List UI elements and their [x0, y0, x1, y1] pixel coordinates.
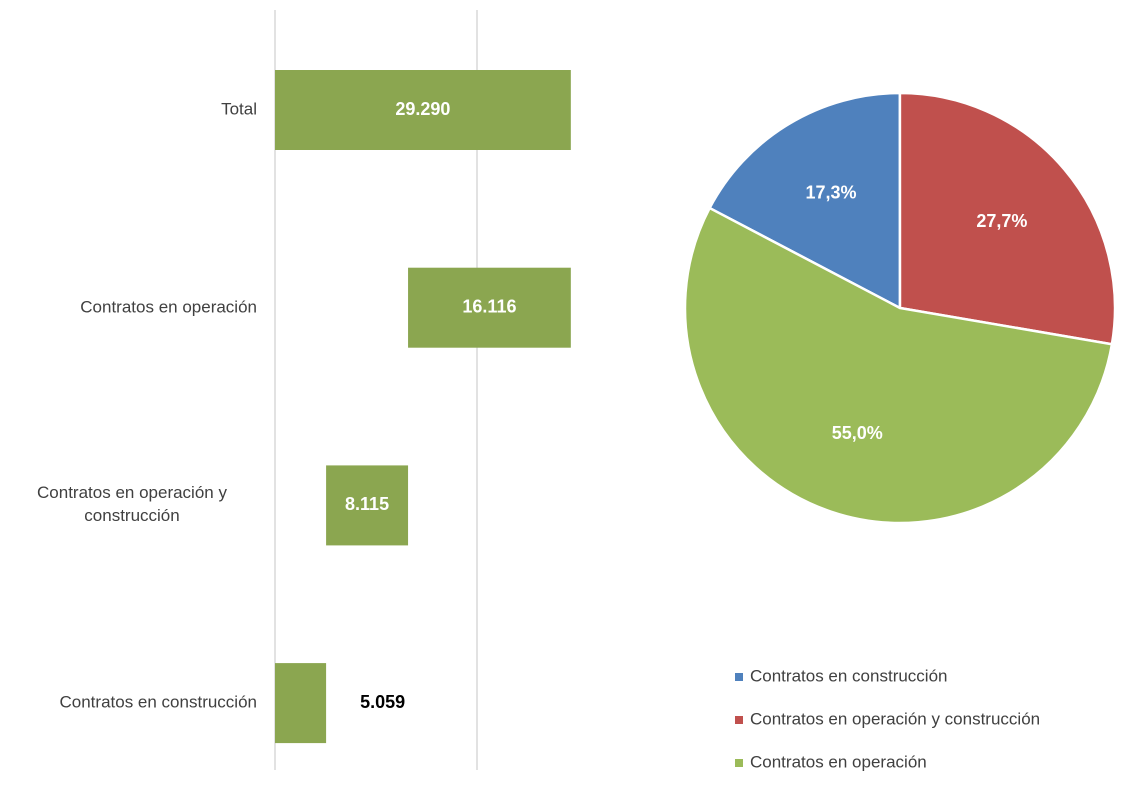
legend-swatch — [735, 759, 743, 767]
category-label: Contratos en operación y construcción — [7, 482, 257, 528]
slice-label: 17,3% — [806, 183, 857, 203]
bar — [408, 267, 571, 348]
category-text: Contratos en operación — [80, 297, 257, 317]
slice-label: 27,7% — [976, 211, 1027, 231]
category-label: Contratos en construcción — [60, 692, 258, 715]
legend-label: Contratos en operación y construcción — [750, 709, 1040, 728]
pie-slice — [707, 91, 902, 311]
bar — [275, 70, 571, 150]
data-label: 16.116 — [462, 296, 516, 316]
data-label: 8.115 — [345, 494, 389, 514]
data-label: 29.290 — [395, 99, 450, 119]
category-label: Contratos en operación — [80, 296, 257, 319]
category-text: Contratos en operación y construcción — [37, 483, 227, 526]
bar — [275, 663, 327, 744]
category-text: Total — [221, 99, 257, 119]
pie-slice — [898, 91, 1117, 346]
legend-swatch — [735, 716, 743, 724]
category-text: Contratos en construcción — [59, 692, 258, 712]
category-label: Total — [221, 99, 257, 122]
pie-slice — [683, 206, 1114, 525]
data-label: 5.059 — [360, 692, 405, 712]
bar — [326, 465, 409, 546]
legend-label: Contratos en operación — [750, 752, 927, 771]
legend-swatch — [735, 673, 743, 681]
legend-label: Contratos en construcción — [750, 666, 948, 685]
slice-label: 55,0% — [832, 423, 883, 443]
